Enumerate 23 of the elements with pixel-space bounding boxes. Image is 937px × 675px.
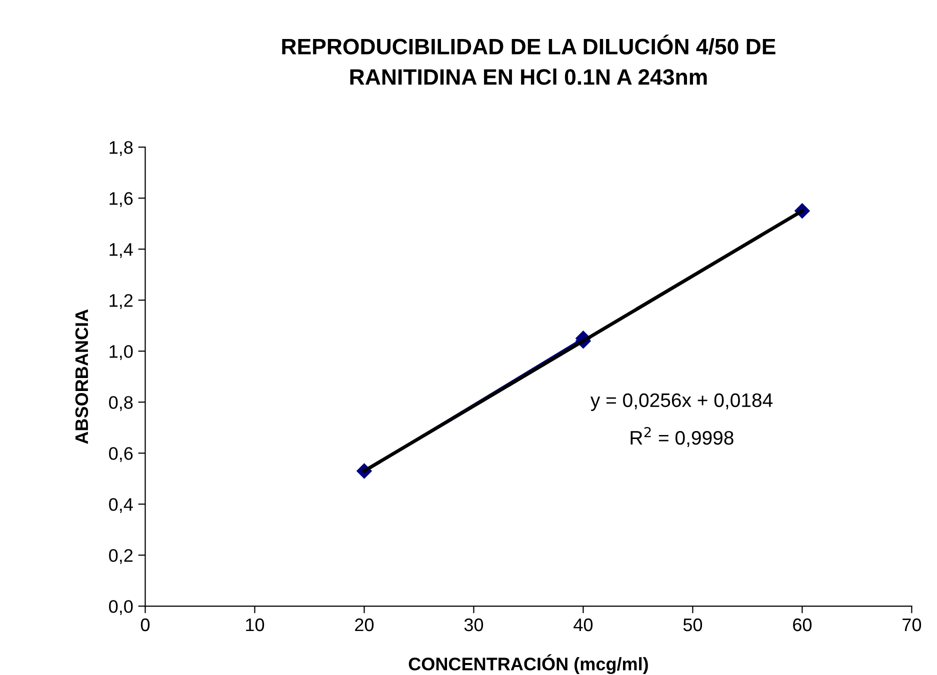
y-tick-label: 0,2 xyxy=(109,549,133,564)
x-tick-label: 70 xyxy=(902,618,922,632)
x-tick-label: 10 xyxy=(246,618,264,632)
annotation: R$^{2}$ = 0,9998 xyxy=(630,426,734,448)
x-tick-label: 50 xyxy=(683,618,702,632)
y-tick-label: 1,4 xyxy=(110,243,133,258)
y-tick-label: 1,8 xyxy=(110,141,133,156)
x-tick-label: 40 xyxy=(574,618,593,632)
y-tick-label: 1,6 xyxy=(110,192,133,208)
x-tick-label: 30 xyxy=(464,618,484,632)
y-tick-label: 1,0 xyxy=(110,345,133,360)
x-tick-label: 0 xyxy=(140,618,150,632)
y-axis-title: ABSORBANCIA xyxy=(75,309,88,444)
y-tick-label: 0,8 xyxy=(109,396,133,412)
y-tick-label: 1,2 xyxy=(110,294,133,310)
annotation: y = 0,0256x + 0,0184 xyxy=(590,393,773,411)
x-axis-title: CONCENTRACIÓN (mcg/ml) xyxy=(408,654,648,674)
chart-title: REPRODUCIBILIDAD DE LA DILUCIÓN 4/50 DE RANITIDINA EN HCl 0.1N A 243nm xyxy=(282,34,776,85)
x-tick-label: 20 xyxy=(355,618,374,632)
y-tick-label: 0,0 xyxy=(109,600,133,616)
y-tick-label: 0,4 xyxy=(109,498,133,514)
y-tick-label: 0,6 xyxy=(109,447,133,462)
x-tick-label: 60 xyxy=(793,618,812,632)
